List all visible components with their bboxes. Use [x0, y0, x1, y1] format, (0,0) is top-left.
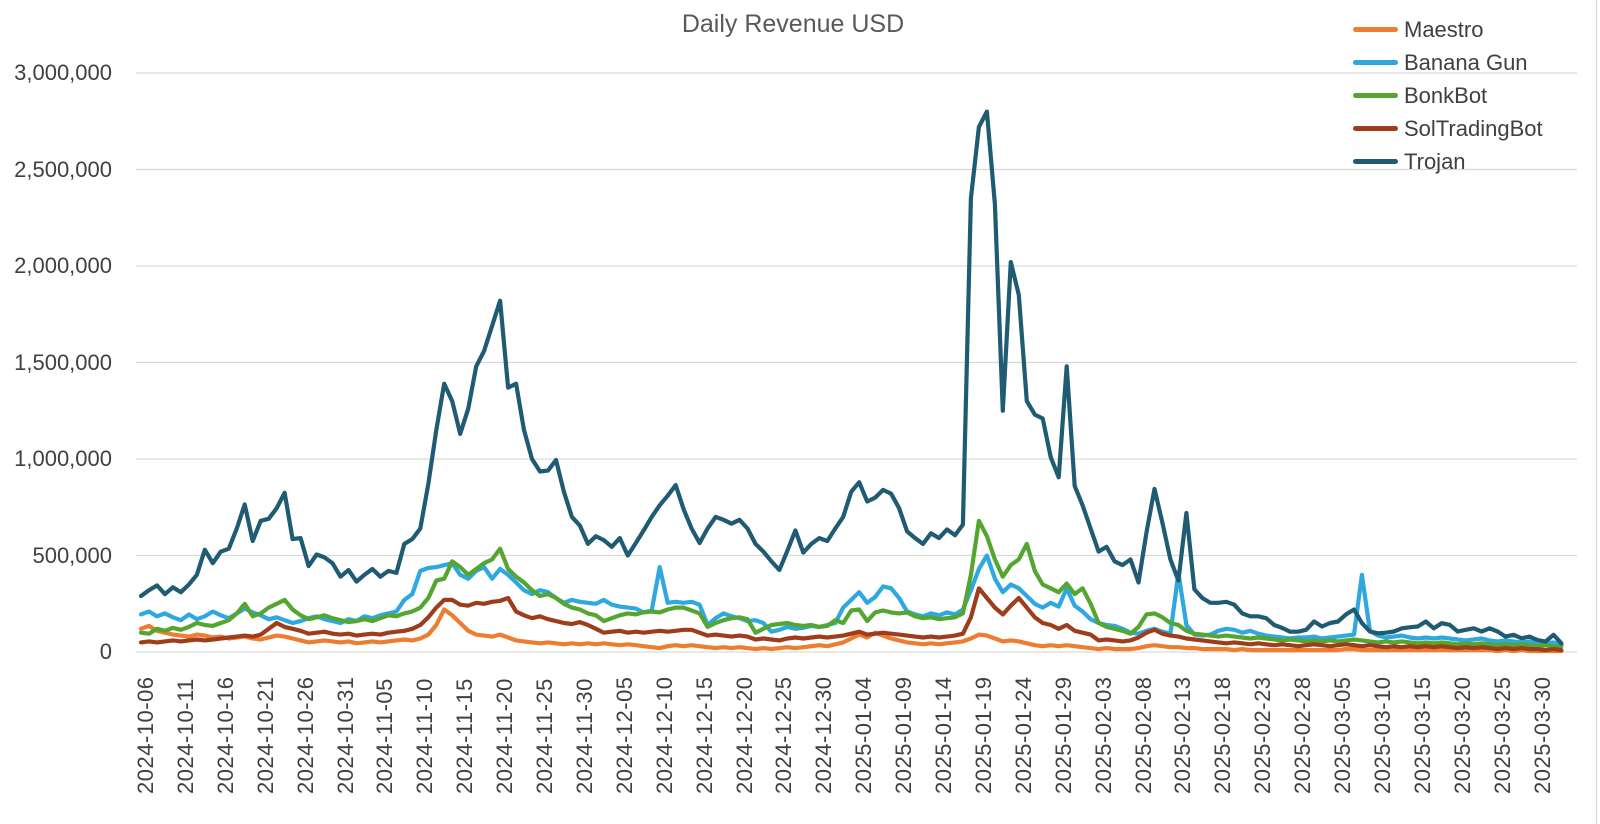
legend-swatch-icon — [1353, 27, 1398, 32]
x-tick-label: 2024-10-16 — [212, 676, 238, 794]
y-tick-label: 1,000,000 — [14, 446, 112, 471]
x-tick-label: 2024-10-21 — [252, 676, 278, 794]
x-tick-label: 2024-12-15 — [691, 676, 717, 794]
x-tick-label: 2025-03-15 — [1409, 676, 1435, 794]
legend-label: Trojan — [1404, 149, 1466, 174]
x-tick-label: 2024-11-10 — [412, 678, 438, 794]
x-tick-label: 2025-02-13 — [1170, 676, 1196, 794]
x-tick-label: 2024-12-25 — [771, 676, 797, 794]
chart-title: Daily Revenue USD — [681, 10, 905, 38]
y-tick-label: 3,000,000 — [14, 60, 112, 85]
x-tick-label: 2025-03-20 — [1449, 676, 1475, 794]
x-tick-label: 2025-01-09 — [891, 676, 917, 794]
x-tick-label: 2025-01-29 — [1050, 676, 1076, 794]
x-tick-label: 2025-03-30 — [1529, 676, 1555, 794]
series-line-trojan[interactable] — [138, 109, 1564, 646]
x-tick-label: 2025-01-24 — [1010, 676, 1036, 794]
legend-swatch-icon — [1353, 126, 1398, 131]
x-tick-label: 2024-11-30 — [571, 678, 597, 794]
x-tick-label: 2024-12-30 — [811, 676, 837, 794]
x-tick-label: 2025-01-04 — [851, 676, 877, 794]
series-line-soltradingbot[interactable] — [138, 586, 1564, 653]
legend-swatch-icon — [1353, 60, 1398, 65]
x-tick-label: 2024-11-15 — [452, 678, 478, 794]
x-tick-label: 2025-02-18 — [1210, 676, 1236, 794]
x-tick-label: 2024-11-25 — [532, 678, 557, 794]
legend-label: SolTradingBot — [1404, 116, 1543, 141]
legend-label: BonkBot — [1404, 83, 1488, 108]
y-tick-label: 500,000 — [32, 542, 112, 568]
series-line-banana-gun[interactable] — [138, 553, 1564, 647]
x-tick-label: 2025-02-03 — [1090, 676, 1116, 794]
x-tick-label: 2025-01-14 — [931, 676, 956, 794]
x-tick-label: 2025-02-23 — [1250, 676, 1276, 794]
x-tick-label: 2024-10-06 — [133, 676, 158, 794]
legend-label: Banana Gun — [1404, 50, 1528, 75]
x-tick-label: 2024-10-31 — [332, 676, 358, 794]
y-tick-label: 2,500,000 — [14, 156, 112, 182]
x-tick-label: 2025-03-10 — [1369, 676, 1395, 794]
y-tick-label: 1,500,000 — [14, 349, 112, 375]
series-line-maestro[interactable] — [138, 607, 1564, 654]
x-tick-label: 2025-03-25 — [1489, 676, 1515, 794]
x-tick-label: 2024-10-26 — [292, 676, 318, 794]
x-tick-label: 2024-11-05 — [372, 678, 398, 794]
legend-swatch-icon — [1353, 159, 1398, 164]
x-tick-label: 2025-03-05 — [1330, 676, 1355, 794]
x-tick-label: 2024-12-20 — [731, 676, 757, 794]
x-tick-label: 2025-02-28 — [1290, 676, 1316, 794]
x-tick-label: 2024-12-05 — [611, 676, 637, 794]
legend-swatch-icon — [1353, 93, 1398, 98]
x-tick-label: 2024-10-11 — [172, 678, 198, 794]
series-line-bonkbot[interactable] — [138, 518, 1564, 649]
x-tick-label: 2025-01-19 — [970, 676, 996, 794]
legend-label: Maestro — [1404, 17, 1484, 42]
y-tick-label: 2,000,000 — [14, 253, 112, 278]
y-tick-label: 0 — [99, 639, 112, 664]
x-tick-label: 2024-12-10 — [651, 676, 677, 794]
x-tick-label: 2025-02-08 — [1130, 676, 1156, 794]
x-tick-label: 2024-11-20 — [492, 678, 518, 794]
